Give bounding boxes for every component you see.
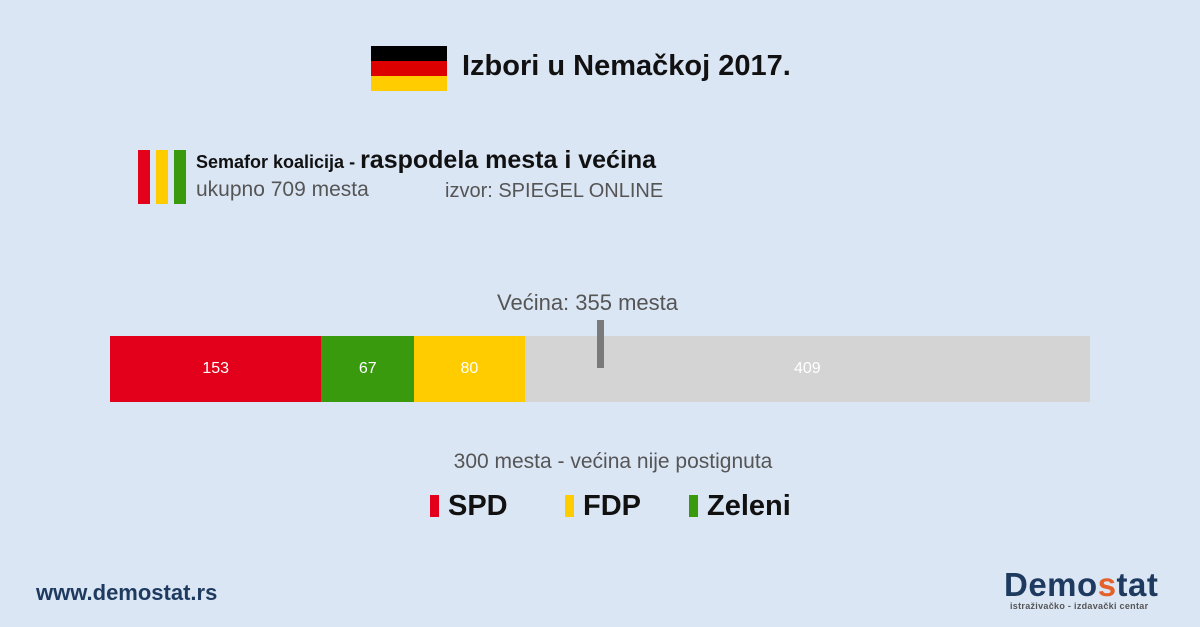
traffic-light-icon: [138, 150, 188, 204]
german-flag-icon: [371, 46, 447, 91]
seat-distribution-bar: 153 67 80 409: [110, 336, 1090, 402]
page-title: Izbori u Nemačkoj 2017.: [462, 50, 791, 82]
legend-item-zeleni: Zeleni: [689, 488, 791, 524]
legend-label: FDP: [583, 489, 641, 522]
majority-marker: [597, 320, 605, 368]
chart-subtitle: Semafor koalicija - raspodela mesta i ve…: [196, 146, 656, 175]
logo-part-1: Demo: [1004, 566, 1098, 603]
legend-swatch: [565, 495, 574, 517]
source-label: izvor: SPIEGEL ONLINE: [445, 180, 664, 202]
legend-label: SPD: [448, 489, 508, 522]
bar-segment-value-label: 80: [460, 360, 479, 377]
bar-segment-value-label: 153: [202, 360, 230, 377]
bar-segment-spd: 153: [110, 336, 322, 402]
majority-label: Većina: 355 mesta: [497, 290, 679, 315]
subtitle-prefix: Semafor koalicija -: [196, 152, 361, 172]
logo-tagline: istraživačko - izdavački centar: [1010, 601, 1149, 611]
total-seats-label: ukupno 709 mesta: [196, 178, 369, 201]
traffic-light-yellow-bar: [156, 150, 168, 204]
bar-segment-fdp: 80: [414, 336, 525, 402]
traffic-light-green-bar: [174, 150, 186, 204]
logo-part-highlight: s: [1097, 566, 1117, 603]
legend-item-spd: SPD: [430, 488, 508, 524]
logo-part-2: tat: [1116, 566, 1159, 603]
bar-segment-value-label: 67: [358, 360, 377, 377]
legend-swatch: [689, 495, 698, 517]
bar-segment-remaining: 409: [524, 336, 1090, 402]
legend-item-fdp: FDP: [565, 488, 641, 524]
bar-segment-value-label: 409: [793, 360, 821, 377]
legend-swatch: [430, 495, 439, 517]
flag-stripe-gold: [371, 76, 447, 91]
demostat-logo: Demostat istraživačko - izdavački centar: [1004, 566, 1179, 611]
flag-stripe-black: [371, 46, 447, 61]
website-link[interactable]: www.demostat.rs: [36, 580, 218, 605]
traffic-light-red-bar: [138, 150, 150, 204]
subtitle-main: raspodela mesta i većina: [360, 146, 657, 174]
legend-label: Zeleni: [707, 489, 791, 522]
result-text: 300 mesta - većina nije postignuta: [453, 450, 773, 473]
bar-segment-zeleni: 67: [321, 336, 415, 402]
flag-stripe-red: [371, 61, 447, 76]
logo-wordmark: Demostat: [1004, 566, 1179, 604]
